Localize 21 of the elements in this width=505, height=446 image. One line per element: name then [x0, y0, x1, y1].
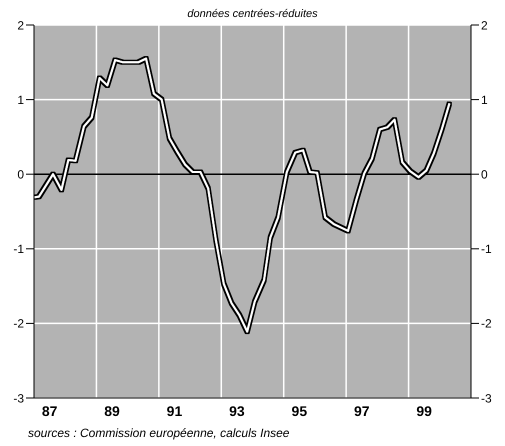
- x-tick-label: 87: [42, 402, 58, 419]
- y-tick-label: -2: [13, 316, 24, 331]
- y2-tick-label: -2: [481, 316, 492, 331]
- x-tick-label: 91: [166, 402, 182, 419]
- y-tick-label: -3: [13, 391, 24, 406]
- y2-tick-label: -1: [481, 242, 492, 256]
- x-tick-label: 97: [354, 402, 370, 419]
- y2-tick-label: 2: [481, 18, 488, 32]
- x-tick-label: 95: [292, 402, 308, 419]
- x-tick-label: 89: [104, 402, 120, 419]
- chart-subtitle: données centrées-réduites: [187, 8, 318, 20]
- x-tick-label: 99: [416, 402, 432, 419]
- y-tick-label: 1: [17, 92, 24, 107]
- y-tick-label: 0: [17, 167, 24, 182]
- y2-tick-label: 1: [481, 92, 488, 107]
- y-tick-label: -1: [13, 242, 24, 256]
- y2-tick-label: 0: [481, 167, 488, 182]
- y2-tick-label: -3: [481, 391, 492, 406]
- x-tick-label: 93: [229, 402, 245, 419]
- source-note: sources : Commission européenne, calculs Insee: [28, 426, 290, 440]
- y-tick-label: 2: [17, 18, 24, 32]
